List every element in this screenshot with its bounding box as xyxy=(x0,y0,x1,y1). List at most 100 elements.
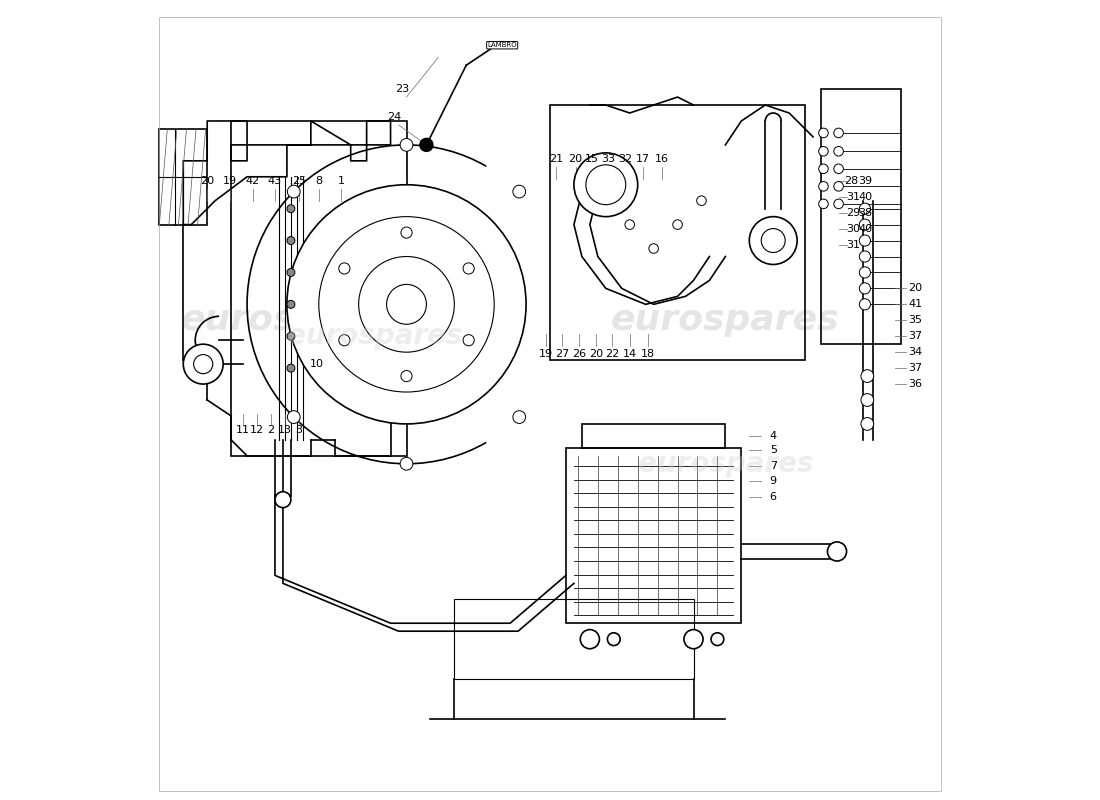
Text: 35: 35 xyxy=(909,315,922,326)
Circle shape xyxy=(420,138,432,151)
Text: 42: 42 xyxy=(245,176,260,186)
Text: 40: 40 xyxy=(859,192,872,202)
Circle shape xyxy=(463,263,474,274)
Text: 38: 38 xyxy=(859,208,872,218)
Text: 36: 36 xyxy=(909,379,922,389)
Text: 4: 4 xyxy=(770,431,777,441)
Bar xyxy=(582,424,725,448)
Circle shape xyxy=(581,630,600,649)
Circle shape xyxy=(513,186,526,198)
Circle shape xyxy=(400,458,412,470)
Text: 30: 30 xyxy=(846,223,860,234)
Text: 28: 28 xyxy=(844,176,858,186)
Circle shape xyxy=(184,344,223,384)
Circle shape xyxy=(649,244,659,254)
Text: 5: 5 xyxy=(770,446,777,455)
Circle shape xyxy=(818,146,828,156)
Circle shape xyxy=(711,633,724,646)
Circle shape xyxy=(834,146,844,156)
Text: 20: 20 xyxy=(590,349,603,358)
Text: 31: 31 xyxy=(846,239,860,250)
Circle shape xyxy=(818,182,828,191)
Text: 25: 25 xyxy=(292,176,306,186)
Text: eurospares: eurospares xyxy=(180,303,409,338)
Text: 11: 11 xyxy=(236,426,250,435)
Text: 20: 20 xyxy=(569,154,583,164)
Text: 7: 7 xyxy=(770,461,777,471)
Circle shape xyxy=(287,300,295,308)
Circle shape xyxy=(818,199,828,209)
Text: 34: 34 xyxy=(909,347,922,357)
Circle shape xyxy=(386,285,427,324)
Text: 31: 31 xyxy=(846,192,860,202)
Text: 18: 18 xyxy=(641,349,656,358)
Text: 39: 39 xyxy=(859,176,872,186)
Text: eurospares: eurospares xyxy=(638,450,813,478)
Bar xyxy=(160,129,207,225)
Circle shape xyxy=(861,370,873,382)
Circle shape xyxy=(339,334,350,346)
Circle shape xyxy=(761,229,785,253)
Text: 33: 33 xyxy=(602,154,615,164)
Circle shape xyxy=(861,394,873,406)
Circle shape xyxy=(287,237,295,245)
Text: 27: 27 xyxy=(554,349,569,358)
Circle shape xyxy=(834,199,844,209)
Circle shape xyxy=(359,257,454,352)
Circle shape xyxy=(574,153,638,217)
Circle shape xyxy=(834,128,844,138)
Circle shape xyxy=(818,128,828,138)
Circle shape xyxy=(400,370,412,382)
Text: 41: 41 xyxy=(909,299,922,310)
Circle shape xyxy=(684,630,703,649)
Circle shape xyxy=(696,196,706,206)
Circle shape xyxy=(287,332,295,340)
Circle shape xyxy=(818,164,828,174)
Text: 37: 37 xyxy=(909,331,922,342)
Bar xyxy=(565,448,741,623)
Text: 16: 16 xyxy=(654,154,669,164)
Text: 29: 29 xyxy=(846,208,860,218)
Text: 12: 12 xyxy=(250,426,264,435)
Bar xyxy=(821,89,901,344)
Text: 23: 23 xyxy=(396,84,409,94)
Text: 2: 2 xyxy=(267,426,275,435)
Text: 26: 26 xyxy=(572,349,586,358)
Circle shape xyxy=(400,138,412,151)
Circle shape xyxy=(861,418,873,430)
Circle shape xyxy=(194,354,212,374)
Text: 19: 19 xyxy=(539,349,553,358)
Text: 20: 20 xyxy=(200,176,214,186)
Text: 40: 40 xyxy=(859,223,872,234)
Text: LAMBRO: LAMBRO xyxy=(487,42,517,48)
Text: 37: 37 xyxy=(909,363,922,373)
Circle shape xyxy=(859,219,870,230)
Circle shape xyxy=(287,364,295,372)
Circle shape xyxy=(463,334,474,346)
Bar xyxy=(550,105,805,360)
Text: 43: 43 xyxy=(268,176,282,186)
Circle shape xyxy=(513,410,526,423)
Text: 15: 15 xyxy=(585,154,600,164)
Text: eurospares: eurospares xyxy=(287,322,462,350)
Text: 13: 13 xyxy=(278,426,293,435)
Circle shape xyxy=(859,203,870,214)
Circle shape xyxy=(287,269,295,277)
Circle shape xyxy=(859,283,870,294)
Circle shape xyxy=(625,220,635,230)
Circle shape xyxy=(287,186,300,198)
Circle shape xyxy=(859,298,870,310)
Circle shape xyxy=(339,263,350,274)
Text: 1: 1 xyxy=(338,176,344,186)
Circle shape xyxy=(319,217,494,392)
Text: 20: 20 xyxy=(909,283,922,294)
Text: 19: 19 xyxy=(222,176,236,186)
Circle shape xyxy=(287,185,526,424)
Text: 21: 21 xyxy=(549,154,563,164)
Circle shape xyxy=(673,220,682,230)
Circle shape xyxy=(275,492,290,508)
Circle shape xyxy=(827,542,847,561)
Text: 14: 14 xyxy=(623,349,637,358)
Text: 24: 24 xyxy=(387,112,402,122)
Circle shape xyxy=(859,267,870,278)
